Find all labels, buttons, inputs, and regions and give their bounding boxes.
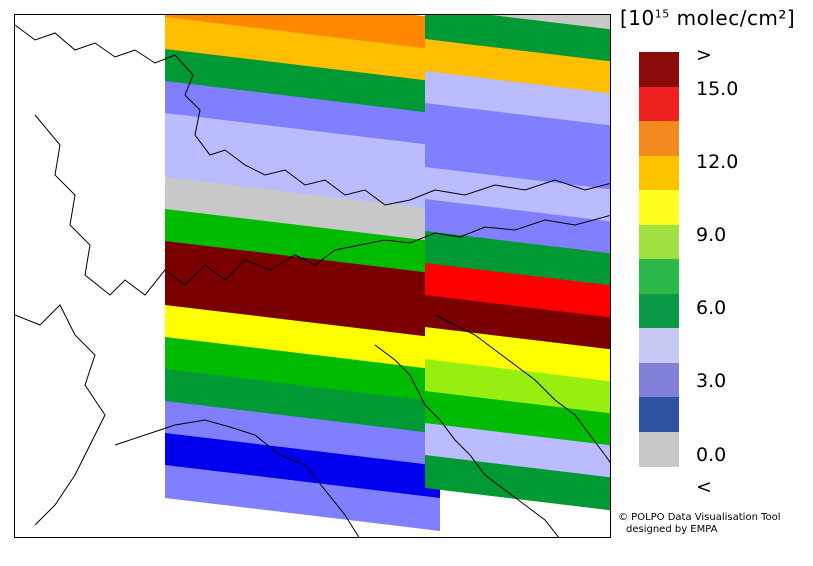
legend-swatch xyxy=(639,259,679,294)
swath-pixel xyxy=(425,455,610,511)
legend-swatch xyxy=(639,224,679,260)
legend-tick-label: 12.0 xyxy=(696,151,739,173)
alpine-border-path xyxy=(34,114,610,296)
swath-pixel xyxy=(165,177,440,243)
map-panel[interactable] xyxy=(14,14,611,538)
swath-pixel xyxy=(165,113,440,179)
swath-pixel xyxy=(425,71,610,127)
map-canvas[interactable] xyxy=(15,15,611,538)
swath-pixel xyxy=(425,135,610,191)
legend-tick-label: 3.0 xyxy=(696,370,727,392)
legend-swatch xyxy=(639,328,679,363)
unit-title: [1015 molec/cm²] xyxy=(620,6,796,30)
legend-tick-label: 0.0 xyxy=(696,444,727,466)
legend-swatch xyxy=(639,121,679,156)
swath-pixel xyxy=(425,295,610,351)
swath-pixel xyxy=(165,209,440,275)
legend-tick-label: 15.0 xyxy=(696,78,739,100)
coastlines-borders xyxy=(15,24,610,537)
legend-swatch xyxy=(639,155,679,191)
swath-pixel xyxy=(425,15,610,63)
credit-line-1: © POLPO Data Visualisation Tool xyxy=(618,512,781,523)
swath-pixel xyxy=(425,103,610,159)
italy-east-coast-path xyxy=(374,344,560,537)
swath-pixel xyxy=(165,465,440,531)
swath-pixel xyxy=(165,81,440,147)
legend-swatch xyxy=(639,362,679,398)
legend-swatch xyxy=(639,397,679,432)
adriatic-coast-path xyxy=(434,314,610,464)
swath-pixel xyxy=(165,369,440,435)
legend-swatch xyxy=(639,431,679,467)
country-border-path xyxy=(15,24,610,206)
legend-swatch xyxy=(639,52,679,87)
swath-pixel xyxy=(425,167,610,223)
color-legend: [1015 molec/cm²] >15.0 12.0 9.0 6.0 3.0 0.0 < … xyxy=(612,0,813,566)
swath-pixel xyxy=(425,231,610,287)
swath-pixel xyxy=(165,337,440,403)
swath-pixel xyxy=(425,391,610,447)
credit-line-2: designed by EMPA xyxy=(626,524,718,535)
legend-swatch xyxy=(639,86,679,122)
legend-swatch xyxy=(639,190,679,225)
west-border-path xyxy=(15,304,106,526)
swath-pixel xyxy=(425,263,610,319)
legend-tick-label: 6.0 xyxy=(696,297,727,319)
swath-pixel xyxy=(165,49,440,115)
swath-pixel xyxy=(165,273,440,339)
italy-west-coast-path xyxy=(114,419,360,537)
swath-pixel xyxy=(165,17,440,83)
swath-pixel xyxy=(425,39,610,95)
swath-pixel xyxy=(425,359,610,415)
swath-pixel xyxy=(165,305,440,371)
swath-pixel xyxy=(165,401,440,467)
swath-pixel xyxy=(165,241,440,307)
left-swath xyxy=(165,15,440,531)
swath-pixel xyxy=(425,423,610,479)
swath-pixel xyxy=(165,433,440,499)
right-swath xyxy=(425,15,610,511)
legend-tick-label: 9.0 xyxy=(696,224,727,246)
swath-pixel xyxy=(425,199,610,255)
legend-tick-label: < xyxy=(696,476,712,498)
swath-pixel xyxy=(425,327,610,383)
legend-swatch xyxy=(639,293,679,329)
legend-tick-label: > xyxy=(696,44,712,66)
